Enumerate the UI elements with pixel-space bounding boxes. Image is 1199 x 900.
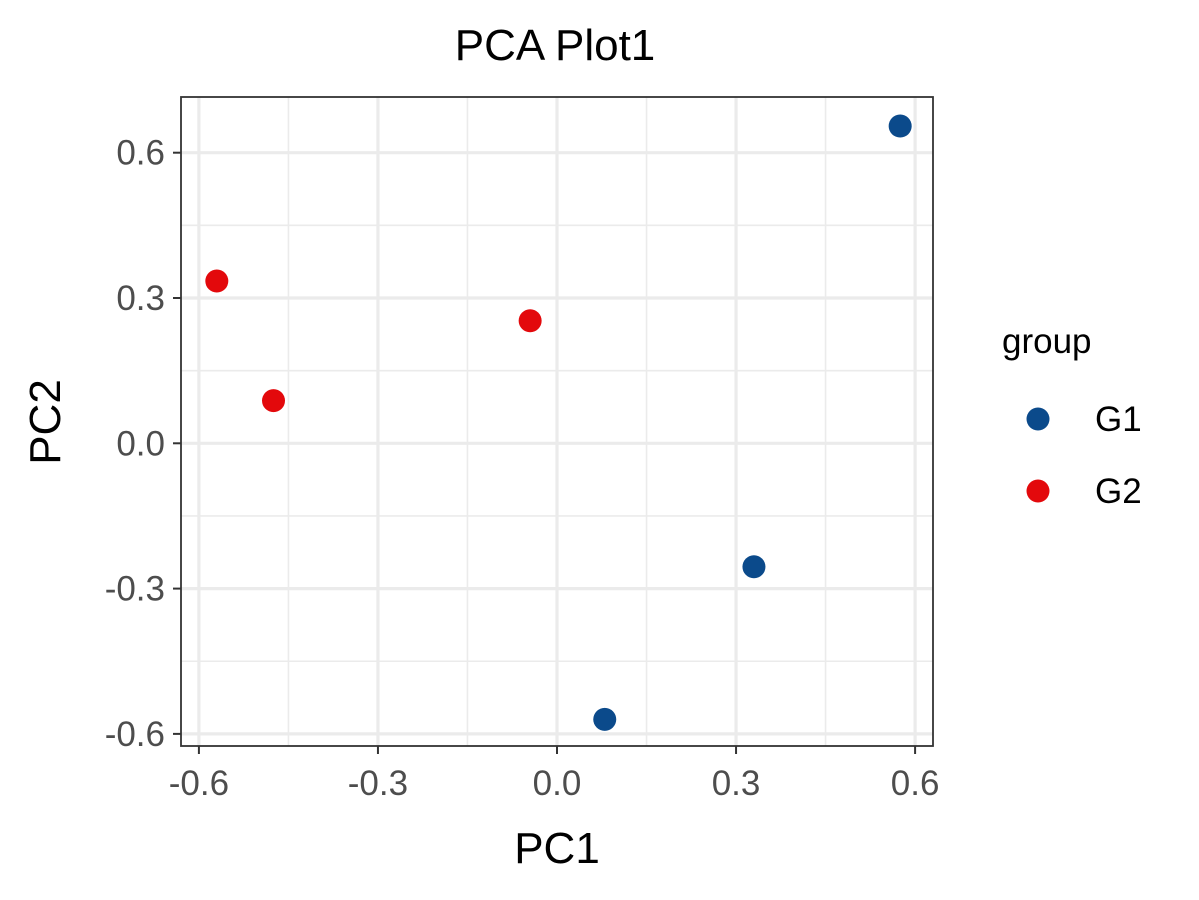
x-axis-title: PC1 xyxy=(514,824,600,873)
y-axis-title: PC2 xyxy=(21,379,70,465)
y-tick-label: 0.6 xyxy=(116,134,165,173)
x-axis: -0.6 -0.3 0.0 0.3 0.6 xyxy=(169,746,940,803)
chart-title: PCA Plot1 xyxy=(455,21,656,70)
legend: group G1 G2 xyxy=(1002,322,1142,511)
x-tick-label: -0.6 xyxy=(169,764,229,803)
legend-title: group xyxy=(1002,322,1092,361)
legend-label-g1: G1 xyxy=(1095,400,1142,439)
major-gridlines xyxy=(181,97,933,746)
legend-key-g2 xyxy=(1026,479,1050,503)
y-tick-label: -0.3 xyxy=(105,570,165,609)
y-axis: -0.6 -0.3 0.0 0.3 0.6 xyxy=(105,134,181,754)
x-tick-label: 0.3 xyxy=(712,764,761,803)
data-points xyxy=(205,114,912,731)
point-g1 xyxy=(888,114,912,138)
point-g2 xyxy=(518,309,542,333)
y-tick-label: -0.6 xyxy=(105,715,165,754)
x-tick-label: 0.0 xyxy=(533,764,582,803)
point-g2 xyxy=(205,269,229,293)
legend-key-g1 xyxy=(1026,407,1050,431)
y-tick-label: 0.3 xyxy=(116,279,165,318)
point-g2 xyxy=(262,389,286,413)
point-g1 xyxy=(742,555,766,579)
point-g1 xyxy=(593,707,617,731)
x-tick-label: 0.6 xyxy=(891,764,940,803)
y-tick-label: 0.0 xyxy=(116,424,165,463)
x-tick-label: -0.3 xyxy=(348,764,408,803)
legend-label-g2: G2 xyxy=(1095,472,1142,511)
